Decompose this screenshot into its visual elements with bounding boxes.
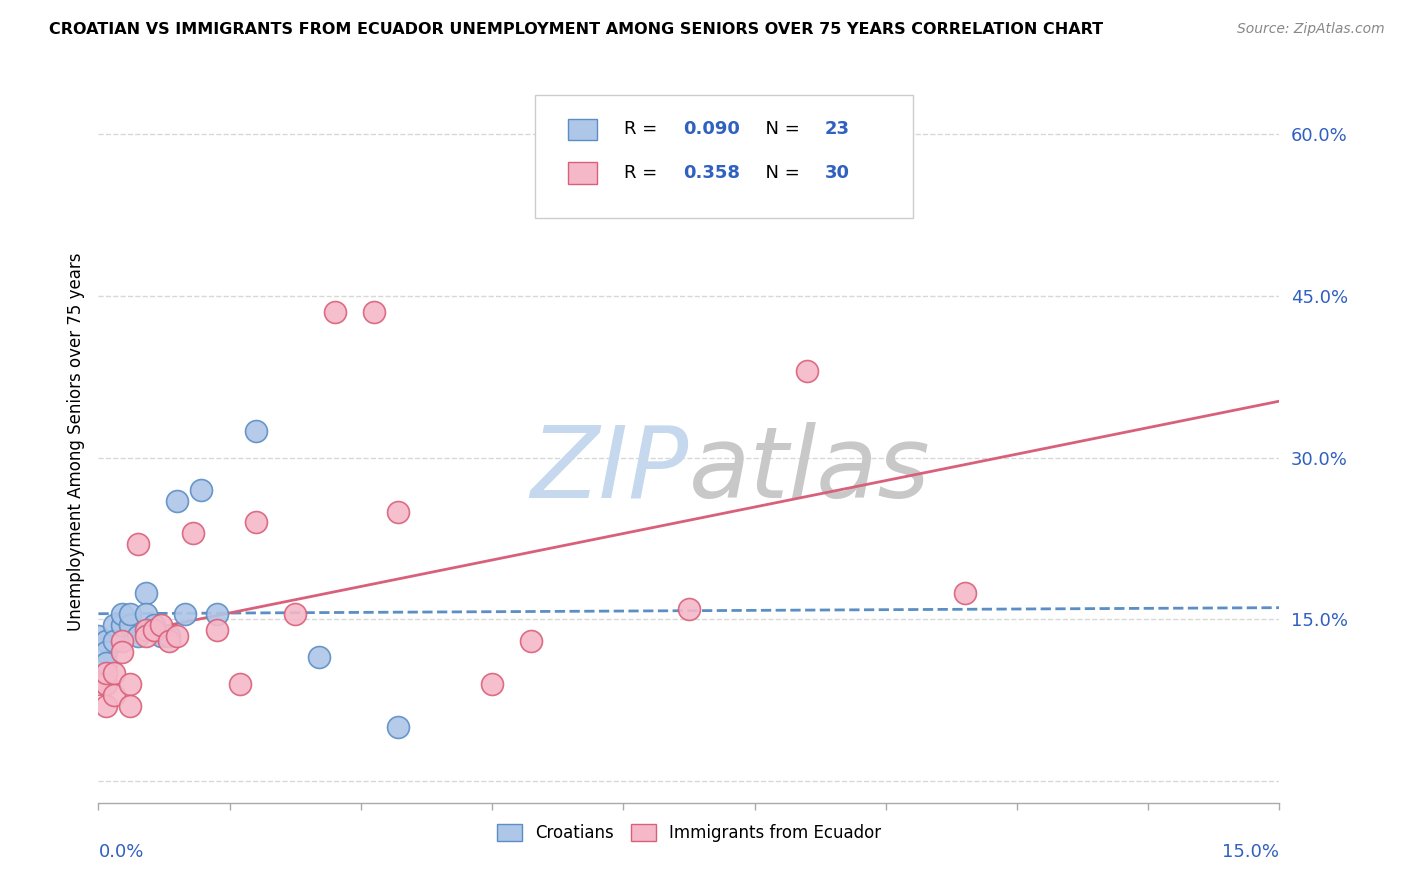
Point	[87, 629, 110, 643]
Point	[150, 618, 173, 632]
Point	[118, 677, 141, 691]
Text: CROATIAN VS IMMIGRANTS FROM ECUADOR UNEMPLOYMENT AMONG SENIORS OVER 75 YEARS COR: CROATIAN VS IMMIGRANTS FROM ECUADOR UNEM…	[49, 22, 1104, 37]
Point	[135, 629, 157, 643]
Text: ZIP: ZIP	[530, 422, 689, 519]
Point	[103, 634, 125, 648]
Point	[96, 666, 118, 681]
Text: R =: R =	[624, 164, 664, 182]
Point	[205, 624, 228, 638]
Point	[150, 629, 173, 643]
Point	[96, 645, 118, 659]
Point	[166, 493, 188, 508]
Point	[118, 698, 141, 713]
Text: atlas: atlas	[689, 422, 931, 519]
Text: 0.090: 0.090	[683, 120, 740, 138]
FancyBboxPatch shape	[568, 162, 596, 184]
Text: R =: R =	[624, 120, 664, 138]
Point	[387, 720, 409, 734]
Point	[181, 526, 204, 541]
Text: 0.358: 0.358	[683, 164, 740, 182]
Y-axis label: Unemployment Among Seniors over 75 years: Unemployment Among Seniors over 75 years	[66, 252, 84, 631]
Point	[96, 656, 118, 670]
Point	[135, 607, 157, 621]
Point	[96, 677, 118, 691]
Point	[87, 677, 110, 691]
Text: N =: N =	[754, 120, 806, 138]
Point	[157, 634, 180, 648]
Point	[481, 677, 503, 691]
Point	[96, 698, 118, 713]
Point	[245, 516, 267, 530]
Point	[118, 618, 141, 632]
Point	[174, 607, 197, 621]
Point	[135, 585, 157, 599]
Text: 15.0%: 15.0%	[1222, 843, 1279, 861]
Point	[245, 424, 267, 438]
Point	[111, 607, 134, 621]
Point	[284, 607, 307, 621]
Point	[363, 305, 385, 319]
Point	[103, 666, 125, 681]
FancyBboxPatch shape	[536, 95, 914, 218]
Point	[323, 305, 346, 319]
Text: 30: 30	[825, 164, 849, 182]
Point	[111, 634, 134, 648]
Point	[118, 607, 141, 621]
Text: N =: N =	[754, 164, 806, 182]
Legend: Croatians, Immigrants from Ecuador: Croatians, Immigrants from Ecuador	[491, 817, 887, 848]
Point	[229, 677, 252, 691]
Text: Source: ZipAtlas.com: Source: ZipAtlas.com	[1237, 22, 1385, 37]
Point	[520, 634, 543, 648]
Point	[157, 629, 180, 643]
Point	[953, 585, 976, 599]
Point	[678, 601, 700, 615]
Point	[96, 634, 118, 648]
Point	[142, 624, 165, 638]
Point	[103, 688, 125, 702]
Point	[127, 629, 149, 643]
Point	[127, 537, 149, 551]
Point	[387, 505, 409, 519]
Point	[142, 618, 165, 632]
Point	[111, 645, 134, 659]
Text: 23: 23	[825, 120, 849, 138]
Point	[190, 483, 212, 497]
Text: 0.0%: 0.0%	[98, 843, 143, 861]
Point	[205, 607, 228, 621]
Point	[111, 618, 134, 632]
FancyBboxPatch shape	[568, 119, 596, 140]
Point	[103, 618, 125, 632]
Point	[308, 650, 330, 665]
Point	[135, 624, 157, 638]
Point	[166, 629, 188, 643]
Point	[796, 364, 818, 378]
